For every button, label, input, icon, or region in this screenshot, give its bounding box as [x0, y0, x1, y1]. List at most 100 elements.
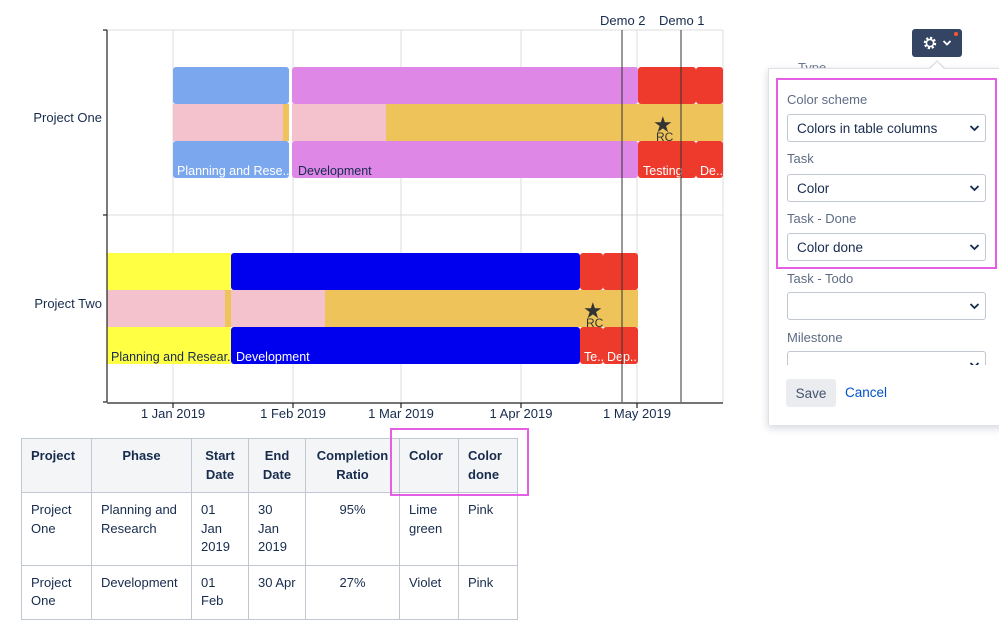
color-scheme-select[interactable]: Colors in table columns [787, 114, 986, 142]
bar-p2-planning-todo[interactable] [225, 290, 231, 327]
bar-p2-planning-done[interactable] [107, 290, 225, 327]
bar-p2-development-bottom[interactable] [231, 327, 580, 364]
tick-label: 1 Mar 2019 [368, 406, 434, 421]
table-cell: 30 Apr [248, 564, 306, 620]
task-done-select[interactable]: Color done [787, 233, 986, 261]
column-header-completion-ratio: Completion Ratio [305, 438, 400, 493]
bar-p2-planning-top[interactable] [107, 253, 231, 290]
marker-label-demo-2: Demo 2 [600, 13, 646, 28]
column-header-color: Color [399, 438, 459, 493]
bar-label-p1-deploy: De... [700, 164, 726, 178]
column-header-project: Project [21, 438, 92, 493]
task-done-value: Color done [797, 239, 864, 255]
tick-label: 1 Feb 2019 [260, 406, 326, 421]
milestone-label-p1: RC [656, 130, 674, 144]
chevron-down-icon [969, 244, 980, 251]
chevron-down-icon [942, 40, 952, 46]
table-cell: Pink [458, 564, 518, 620]
milestone-star-icon[interactable]: ★ [583, 298, 603, 323]
task-select[interactable]: Color [787, 174, 986, 202]
milestone-label: Milestone [787, 330, 843, 345]
bar-label-p1-testing: Testing [643, 164, 683, 178]
table-cell: 27% [305, 564, 400, 620]
table-cell: 30 Jan 2019 [248, 492, 306, 566]
row-label-project-two: Project Two [34, 296, 102, 311]
bar-p2-development-done[interactable] [231, 290, 325, 327]
bar-p1-planning-top[interactable] [173, 67, 289, 104]
bar-p1-development-done[interactable] [292, 104, 386, 141]
column-header-start-date: Start Date [191, 438, 249, 493]
table-cell: Pink [458, 492, 518, 566]
highlight-box-color-columns [390, 428, 529, 496]
bar-p2-development-todo[interactable] [325, 290, 580, 327]
table-cell: Development [91, 564, 192, 620]
bar-p1-planning-done[interactable] [173, 104, 283, 141]
color-scheme-value: Colors in table columns [797, 120, 938, 136]
tick-label: 1 Apr 2019 [490, 406, 553, 421]
row-project-two: Planning and Resear... Development Te...… [107, 253, 640, 364]
marker-label-demo-1: Demo 1 [659, 13, 705, 28]
color-scheme-label: Color scheme [787, 92, 868, 107]
table-row: Project One Planning and Research 01 Jan… [21, 492, 518, 566]
axes [103, 29, 723, 408]
bar-label-p2-testing: Te... [584, 350, 608, 364]
bar-p2-planning-bottom[interactable] [107, 327, 231, 364]
tick-label: 1 May 2019 [603, 406, 671, 421]
chevron-down-icon [969, 125, 980, 132]
milestone-select[interactable] [787, 351, 986, 365]
chart-settings-button[interactable] [912, 29, 962, 57]
bar-p1-development-top[interactable] [292, 67, 638, 104]
bar-label-p2-deploy: Dep... [607, 350, 640, 364]
row-project-one: Planning and Rese... Development Testing… [173, 67, 726, 178]
bar-p1-deploy-mid[interactable] [696, 104, 723, 141]
milestone-star-icon[interactable]: ★ [653, 112, 673, 137]
table-cell: Lime green [399, 492, 459, 566]
demo-markers [621, 30, 682, 402]
bar-p1-deploy-top[interactable] [696, 67, 723, 104]
bar-p1-planning-bottom[interactable] [173, 141, 289, 178]
bar-p2-deploy-top[interactable] [603, 253, 638, 290]
notification-dot [954, 32, 958, 36]
table-cell: 95% [305, 492, 400, 566]
column-header-color-done: Color done [458, 438, 518, 493]
table-cell: Project One [21, 564, 92, 620]
chevron-down-icon [969, 185, 980, 192]
bar-p1-development-bottom[interactable] [292, 141, 638, 178]
bar-label-p1-planning: Planning and Rese... [177, 164, 293, 178]
task-todo-label: Task - Todo [787, 271, 854, 286]
table-cell: 01 Feb [191, 564, 249, 620]
column-header-end-date: End Date [248, 438, 306, 493]
bar-p1-planning-todo[interactable] [283, 104, 289, 141]
table-header-row: Project Phase Start Date End Date Comple… [21, 438, 518, 493]
task-label: Task [787, 151, 814, 166]
bar-p2-testing-bottom[interactable] [580, 327, 603, 364]
cancel-link[interactable]: Cancel [845, 385, 888, 400]
save-button[interactable]: Save [786, 379, 836, 407]
bar-p1-deploy-bottom[interactable] [696, 141, 723, 178]
bar-label-p2-development: Development [236, 350, 310, 364]
tick-label: 1 Jan 2019 [141, 406, 205, 421]
bar-p1-testing-top[interactable] [638, 67, 696, 104]
task-done-label: Task - Done [787, 211, 857, 226]
bar-p2-deploy-bottom[interactable] [603, 327, 638, 364]
chevron-down-icon [969, 303, 980, 310]
bar-p2-development-top[interactable] [231, 253, 580, 290]
task-todo-select[interactable] [787, 292, 986, 320]
bar-p2-testing-top[interactable] [580, 253, 603, 290]
bar-p1-development-todo[interactable] [386, 104, 638, 141]
bar-p1-testing-mid[interactable] [638, 104, 696, 141]
bar-label-p1-development: Development [298, 164, 372, 178]
highlight-box-settings [776, 78, 997, 269]
type-field-label: Type [798, 61, 826, 68]
milestone-label-p2: RC [586, 316, 604, 330]
gear-icon [923, 36, 937, 50]
bar-p2-testing-mid[interactable] [580, 290, 603, 327]
chevron-down-icon [969, 362, 980, 365]
bar-label-p2-planning: Planning and Resear... [111, 350, 237, 364]
table-cell: 01 Jan 2019 [191, 492, 249, 566]
table-row: Project One Development 01 Feb 30 Apr 27… [21, 564, 518, 620]
bar-p2-deploy-mid[interactable] [603, 290, 638, 327]
task-value: Color [797, 180, 830, 196]
table-cell: Project One [21, 492, 92, 566]
row-label-project-one: Project One [33, 110, 102, 125]
